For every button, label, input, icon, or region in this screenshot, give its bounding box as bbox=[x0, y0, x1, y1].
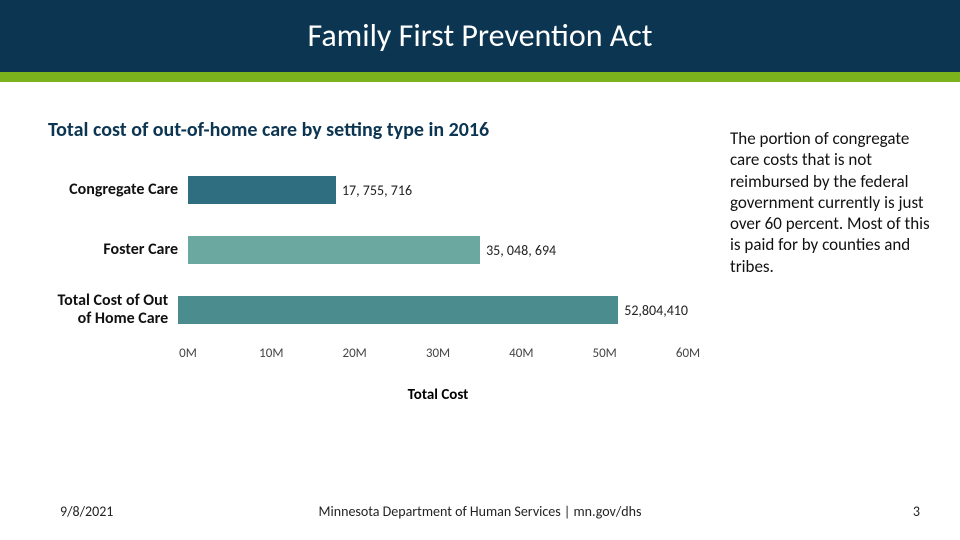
page-title: Family First Prevention Act bbox=[0, 0, 960, 72]
row-label: Total Cost of Out of Home Care bbox=[48, 292, 178, 329]
axis-tick: 40M bbox=[509, 346, 533, 361]
header-bar: Family First Prevention Act bbox=[0, 0, 960, 82]
bar-wrap: 17, 755, 716 bbox=[188, 166, 688, 214]
chart-panel: Total cost of out-of-home care by settin… bbox=[48, 118, 688, 404]
axis-tick: 50M bbox=[593, 346, 617, 361]
bar-value: 35, 048, 694 bbox=[486, 242, 556, 259]
chart-rows: Congregate Care 17, 755, 716 Foster Care 35… bbox=[48, 166, 688, 334]
x-axis: 0M10M20M30M40M50M60M bbox=[48, 346, 688, 366]
axis-tick: 20M bbox=[343, 346, 367, 361]
annotation-text: The portion of congregate care costs tha… bbox=[730, 128, 935, 277]
bar bbox=[188, 176, 336, 204]
bar-wrap: 52,804,410 bbox=[178, 286, 688, 334]
bar-value: 17, 755, 716 bbox=[342, 182, 412, 199]
axis-tick: 0M bbox=[179, 346, 197, 361]
chart-row: Congregate Care 17, 755, 716 bbox=[48, 166, 688, 214]
slide: Family First Prevention Act Total cost o… bbox=[0, 0, 960, 540]
footer-page: 3 bbox=[913, 503, 920, 520]
x-axis-title: Total Cost bbox=[188, 386, 688, 404]
footer: 9/8/2021 Minnesota Department of Human S… bbox=[0, 503, 960, 520]
axis-ticks: 0M10M20M30M40M50M60M bbox=[188, 346, 688, 366]
footer-date: 9/8/2021 bbox=[60, 503, 113, 520]
header-accent-stripe bbox=[0, 72, 960, 82]
axis-spacer bbox=[48, 346, 188, 366]
bar bbox=[188, 236, 480, 264]
chart-row: Total Cost of Out of Home Care 52,804,410 bbox=[48, 286, 688, 334]
footer-org: Minnesota Department of Human Services |… bbox=[319, 503, 642, 520]
row-label: Foster Care bbox=[48, 241, 188, 259]
axis-tick: 10M bbox=[259, 346, 283, 361]
chart-title: Total cost of out-of-home care by settin… bbox=[48, 118, 688, 142]
bar-value: 52,804,410 bbox=[624, 302, 688, 319]
axis-tick: 60M bbox=[676, 346, 700, 361]
bar bbox=[178, 296, 618, 324]
chart-row: Foster Care 35, 048, 694 bbox=[48, 226, 688, 274]
axis-tick: 30M bbox=[426, 346, 450, 361]
bar-wrap: 35, 048, 694 bbox=[188, 226, 688, 274]
row-label: Congregate Care bbox=[48, 181, 188, 199]
